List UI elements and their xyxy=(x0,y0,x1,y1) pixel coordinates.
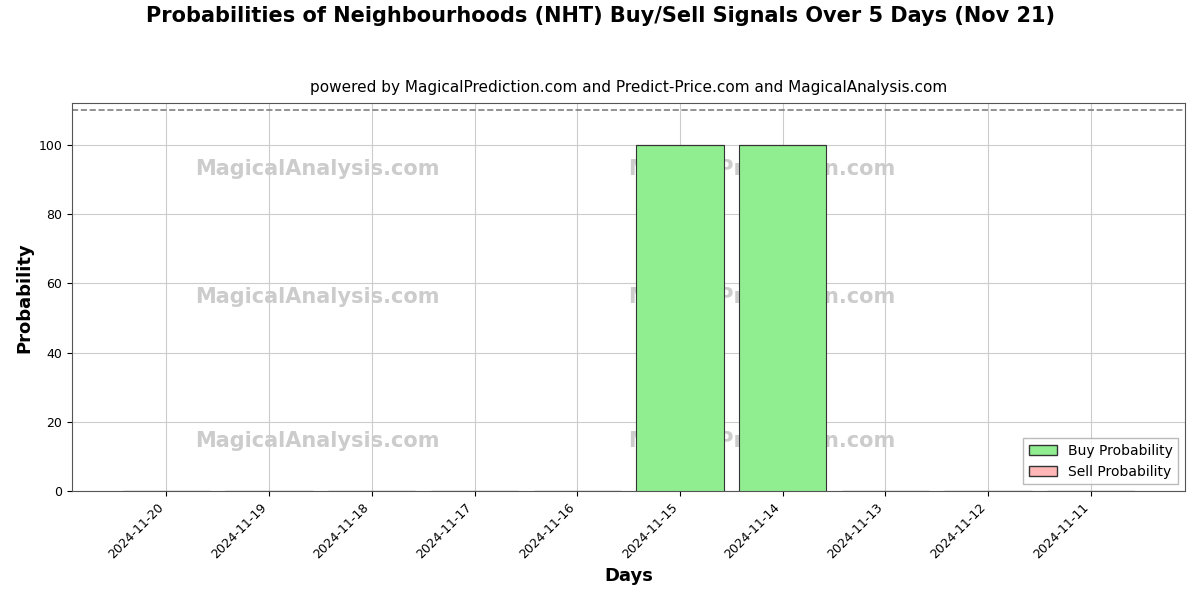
Title: powered by MagicalPrediction.com and Predict-Price.com and MagicalAnalysis.com: powered by MagicalPrediction.com and Pre… xyxy=(310,80,947,95)
Text: MagicalPrediction.com: MagicalPrediction.com xyxy=(629,287,895,307)
Y-axis label: Probability: Probability xyxy=(16,242,34,353)
Bar xyxy=(636,145,724,491)
Text: MagicalAnalysis.com: MagicalAnalysis.com xyxy=(194,431,439,451)
Text: Probabilities of Neighbourhoods (NHT) Buy/Sell Signals Over 5 Days (Nov 21): Probabilities of Neighbourhoods (NHT) Bu… xyxy=(145,6,1055,26)
X-axis label: Days: Days xyxy=(604,567,653,585)
Text: MagicalAnalysis.com: MagicalAnalysis.com xyxy=(194,287,439,307)
Text: MagicalPrediction.com: MagicalPrediction.com xyxy=(629,159,895,179)
Legend: Buy Probability, Sell Probability: Buy Probability, Sell Probability xyxy=(1024,439,1178,484)
Text: MagicalPrediction.com: MagicalPrediction.com xyxy=(629,431,895,451)
Bar xyxy=(739,145,827,491)
Text: MagicalAnalysis.com: MagicalAnalysis.com xyxy=(194,159,439,179)
